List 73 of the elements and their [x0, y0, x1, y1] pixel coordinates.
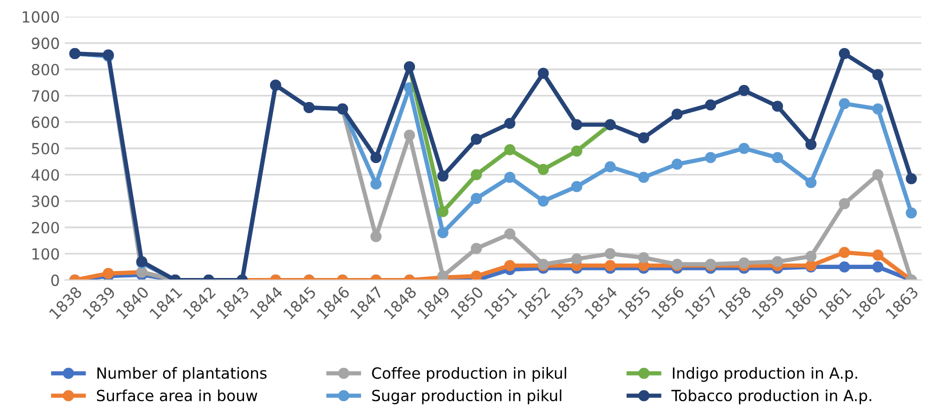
point	[370, 231, 382, 242]
point	[738, 84, 750, 96]
y-tick-label: 900	[32, 38, 59, 50]
legend-label: Surface area in bouw	[96, 389, 258, 402]
point	[638, 132, 650, 144]
point	[772, 100, 784, 112]
point	[571, 145, 582, 157]
point	[504, 172, 516, 183]
point	[604, 161, 616, 172]
point	[838, 198, 850, 210]
point	[872, 261, 884, 272]
point	[838, 98, 850, 110]
point	[805, 177, 817, 188]
point	[705, 99, 716, 110]
point	[470, 242, 482, 254]
point	[470, 270, 482, 280]
y-tick-label: 0	[51, 274, 59, 286]
point	[872, 69, 884, 80]
point	[370, 178, 382, 190]
y-tick-label: 1000	[22, 11, 59, 23]
point	[370, 152, 382, 164]
point	[102, 268, 114, 280]
point	[538, 196, 549, 207]
point	[437, 170, 448, 182]
point	[604, 260, 616, 272]
point	[470, 192, 482, 204]
point	[805, 250, 817, 262]
point	[672, 158, 683, 170]
point	[838, 261, 850, 272]
y-tick-label: 400	[32, 169, 59, 181]
point	[571, 119, 582, 130]
point	[738, 257, 750, 268]
point	[872, 103, 884, 114]
legend-label: Indigo production in A.p.	[672, 367, 858, 382]
legend-label: Coffee production in pikul	[372, 367, 566, 382]
point	[705, 152, 716, 164]
point	[638, 172, 650, 183]
point	[872, 249, 884, 261]
legend-label: Tobacco production in A.p.	[671, 389, 872, 404]
point	[470, 169, 482, 180]
point	[571, 253, 582, 265]
point	[437, 227, 448, 238]
point	[470, 134, 482, 145]
legend-label: Sugar production in pikul	[372, 389, 562, 404]
y-tick-label: 700	[32, 90, 59, 102]
point	[437, 206, 448, 218]
point	[772, 152, 784, 164]
point	[672, 108, 683, 120]
point	[738, 142, 750, 154]
point	[504, 144, 516, 156]
point	[805, 138, 817, 150]
legend-label: Number of plantations	[97, 367, 267, 382]
y-tick-label: 800	[32, 64, 59, 76]
point	[571, 181, 582, 192]
point	[906, 173, 917, 184]
point	[604, 248, 616, 260]
point	[538, 164, 549, 176]
y-tick-label: 100	[32, 248, 59, 260]
point	[404, 130, 416, 141]
y-tick-label: 300	[32, 196, 59, 208]
point	[538, 68, 549, 79]
point	[838, 246, 850, 258]
point	[838, 48, 850, 60]
point	[504, 118, 516, 129]
point	[504, 260, 516, 272]
y-tick-label: 500	[32, 142, 59, 154]
point	[906, 207, 917, 218]
point	[504, 228, 516, 240]
y-tick-label: 200	[32, 222, 59, 234]
point	[772, 256, 784, 268]
point	[638, 252, 650, 264]
point	[872, 169, 884, 180]
y-tick-label: 600	[32, 116, 59, 128]
